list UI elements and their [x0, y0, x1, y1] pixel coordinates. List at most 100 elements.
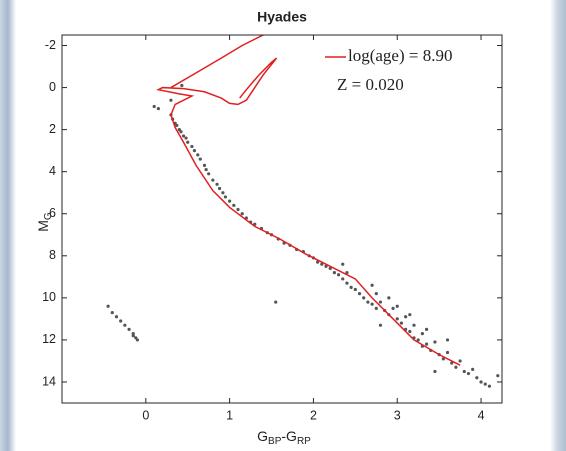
- star-point: [399, 321, 404, 325]
- y-tick-label: 6: [49, 206, 56, 220]
- star-point: [336, 273, 341, 277]
- x-tick-label: 3: [394, 408, 401, 422]
- isochrone-line: [170, 35, 266, 89]
- star-point: [127, 327, 131, 331]
- star-point: [110, 310, 114, 315]
- star-point: [433, 369, 437, 374]
- star-point: [232, 203, 236, 207]
- x-tick-label: 1: [226, 408, 233, 422]
- star-point: [211, 178, 215, 182]
- star-point: [445, 338, 450, 342]
- y-tick-label: 14: [42, 374, 56, 388]
- star-point: [395, 317, 399, 321]
- star-point: [479, 380, 483, 384]
- star-point: [198, 157, 202, 161]
- star-point: [374, 306, 378, 310]
- chart-title: Hyades: [257, 9, 307, 25]
- star-point: [274, 300, 278, 304]
- star-point: [466, 371, 471, 376]
- star-point: [345, 281, 349, 285]
- star-point: [370, 283, 374, 287]
- legend-label: log(age) = 8.90: [348, 46, 452, 65]
- star-point: [349, 285, 353, 289]
- star-point: [408, 313, 412, 317]
- star-point: [366, 300, 370, 304]
- star-point: [357, 292, 362, 296]
- star-point: [395, 304, 399, 308]
- star-point: [391, 306, 395, 310]
- star-point: [228, 199, 232, 203]
- star-point: [424, 342, 429, 346]
- star-point: [131, 334, 135, 338]
- star-point: [408, 329, 412, 334]
- star-point: [424, 327, 429, 331]
- star-point: [106, 304, 110, 308]
- plot-area: [106, 35, 500, 388]
- star-point: [496, 374, 500, 378]
- star-point: [179, 130, 183, 134]
- star-point: [450, 361, 454, 365]
- star-point: [119, 319, 123, 323]
- x-axis-label: GBP-GRP: [257, 428, 311, 447]
- axes-box: [61, 34, 503, 404]
- star-point: [483, 382, 487, 386]
- star-point: [345, 271, 349, 275]
- star-point: [316, 260, 320, 264]
- star-point: [487, 384, 492, 388]
- y-axis-label: MG: [35, 212, 54, 232]
- star-point: [135, 338, 140, 342]
- x-tick-label: 4: [478, 408, 485, 422]
- star-point: [420, 332, 424, 336]
- star-point: [412, 323, 416, 327]
- star-point: [378, 300, 383, 304]
- x-tick-label: 2: [310, 408, 317, 422]
- star-point: [454, 365, 458, 369]
- star-point: [404, 315, 408, 319]
- isochrone-line: [156, 57, 461, 366]
- star-point: [475, 376, 479, 380]
- star-point: [378, 323, 383, 327]
- star-point: [221, 191, 225, 195]
- star-point: [341, 262, 345, 266]
- star-point: [202, 163, 207, 167]
- y-tick-label: 10: [42, 290, 56, 304]
- star-point: [332, 271, 336, 275]
- star-point: [328, 266, 332, 271]
- x-tick-label: 0: [142, 408, 149, 422]
- y-tick-label: 0: [49, 80, 56, 94]
- star-point: [152, 104, 156, 109]
- star-point: [204, 167, 208, 172]
- y-tick-label: 4: [49, 164, 56, 178]
- star-point: [387, 296, 391, 300]
- star-point: [114, 315, 119, 319]
- star-point: [190, 144, 194, 149]
- star-point: [123, 323, 127, 327]
- y-tick-label: 12: [42, 332, 56, 346]
- star-point: [374, 292, 378, 296]
- star-point: [341, 277, 345, 281]
- star-point: [433, 340, 437, 344]
- annotation: Z = 0.020: [337, 75, 404, 94]
- y-tick-label: 2: [49, 122, 56, 136]
- y-tick-label: 8: [49, 248, 56, 262]
- star-point: [223, 195, 228, 199]
- y-tick-label: -2: [45, 38, 56, 52]
- star-point: [217, 186, 222, 191]
- star-point: [196, 153, 200, 157]
- star-point: [169, 98, 173, 102]
- star-point: [362, 296, 366, 300]
- star-point: [156, 107, 160, 111]
- star-point: [186, 140, 190, 144]
- star-point: [471, 367, 475, 371]
- star-point: [324, 264, 328, 268]
- star-point: [458, 359, 462, 363]
- star-point: [180, 83, 184, 88]
- star-point: [441, 357, 445, 361]
- star-point: [240, 212, 244, 216]
- star-point: [462, 369, 466, 374]
- star-point: [370, 302, 374, 306]
- star-point: [181, 134, 186, 138]
